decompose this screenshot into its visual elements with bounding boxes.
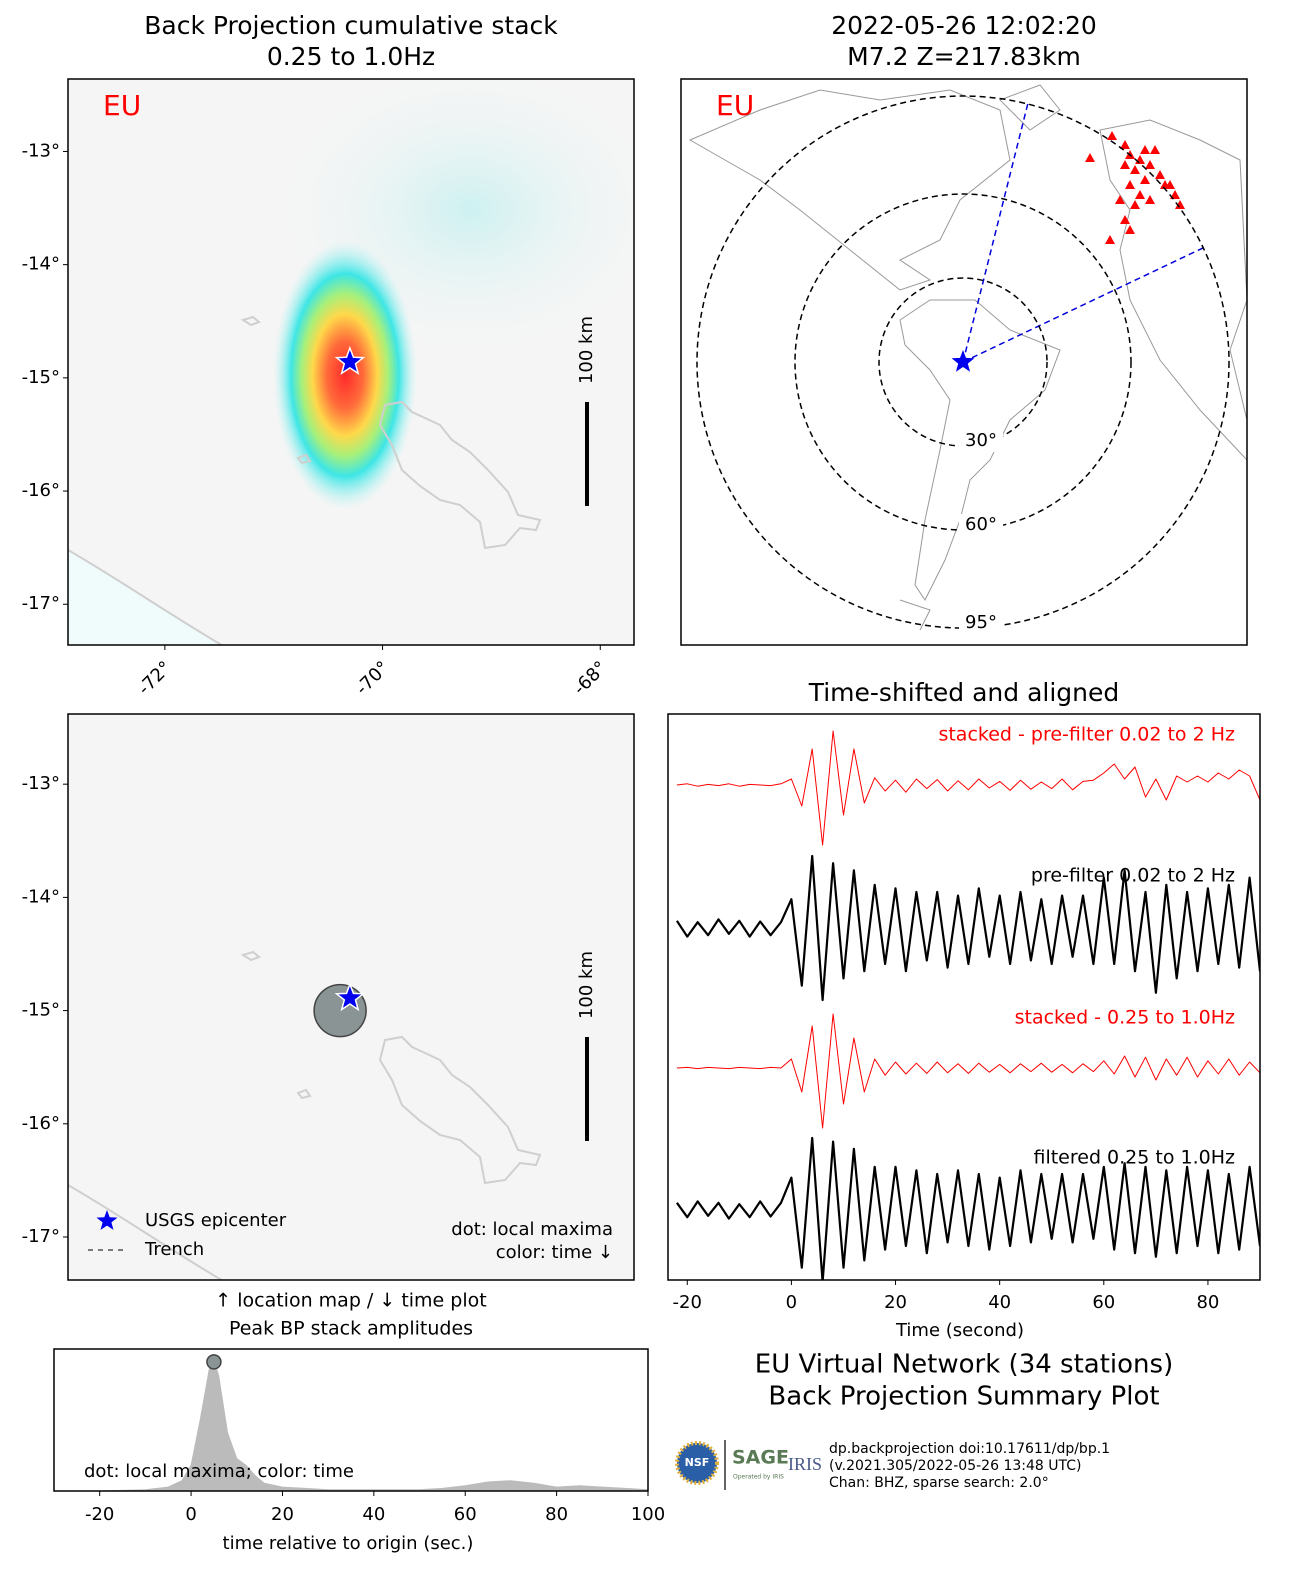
chart-title: 2022-05-26 12:02:20 [831, 11, 1097, 40]
x-tick-label: -72° [134, 657, 176, 699]
local-maximum-dot [206, 1354, 222, 1370]
x-tick-label: 60 [1092, 1292, 1115, 1313]
traces [675, 730, 1260, 1280]
y-tick-label: -14° [22, 886, 60, 907]
scale-bar-label: 100 km [576, 316, 597, 384]
network-label: EU [716, 89, 754, 122]
ring-label-bg [959, 612, 1003, 634]
trace-label: filtered 0.25 to 1.0Hz [1033, 1147, 1235, 1169]
x-axis-label: Time (second) [895, 1320, 1024, 1341]
trace [675, 854, 1260, 1002]
scale-bar-label: 100 km [576, 951, 597, 1019]
chart-title: Time-shifted and aligned [808, 678, 1120, 707]
credit-line: dp.backprojection doi:10.17611/dp/bp.1 [829, 1441, 1110, 1457]
x-tick-label: -68° [569, 657, 611, 699]
trace-label: stacked - pre-filter 0.02 to 2 Hz [938, 724, 1235, 746]
azimuth-lines [962, 102, 1206, 363]
x-tick-label: -20 [673, 1292, 702, 1313]
trace [676, 1013, 1260, 1129]
iris-text: IRIS [788, 1454, 822, 1474]
y-tick-label: -15° [22, 1000, 60, 1021]
chart-title: Back Projection cumulative stack [144, 11, 558, 40]
y-tick-label: -16° [22, 1113, 60, 1134]
nsf-text: NSF [685, 1456, 710, 1469]
trace [676, 1136, 1260, 1280]
credit-line: Chan: BHZ, sparse search: 2.0° [829, 1475, 1049, 1491]
ring-label: 95° [965, 612, 997, 633]
summary-title: Back Projection Summary Plot [768, 1382, 1159, 1412]
y-tick-label: -17° [22, 593, 60, 614]
y-tick-label: -15° [22, 367, 60, 388]
stations [1085, 131, 1185, 244]
frame [667, 713, 1261, 1281]
x-tick-label: 20 [884, 1292, 907, 1313]
distance-ring [696, 95, 1230, 629]
heat-blob [273, 240, 417, 510]
chart-title: M7.2 Z=217.83km [847, 42, 1081, 71]
sage-text: SAGE [732, 1447, 789, 1469]
nsf-logo [675, 1441, 719, 1485]
chart-title: Peak BP stack amplitudes [229, 1318, 473, 1340]
x-tick-label: 80 [545, 1504, 568, 1525]
annotation: color: time ↓ [496, 1242, 613, 1263]
x-tick-label: 40 [988, 1292, 1011, 1313]
bp-stack-map [68, 79, 634, 645]
x-tick-label: 80 [1196, 1292, 1219, 1313]
ring-label: 60° [965, 514, 997, 535]
legend-star [96, 1210, 118, 1230]
trace [676, 730, 1260, 846]
y-tick-label: -14° [22, 254, 60, 275]
annotation: dot: local maxima; color: time [84, 1461, 354, 1482]
x-axis-label: ↑ location map / ↓ time plot [215, 1290, 486, 1312]
x-tick-label: 0 [786, 1292, 797, 1313]
ring-label-bg [959, 430, 1003, 452]
network-label: EU [103, 89, 141, 122]
trace-label: pre-filter 0.02 to 2 Hz [1031, 865, 1235, 887]
annotation: dot: local maxima [451, 1219, 613, 1240]
logos: NSF SAGE Operated by IRIS IRIS [675, 1440, 822, 1490]
y-tick-label: -13° [22, 773, 60, 794]
y-tick-label: -13° [22, 140, 60, 161]
trace-label: stacked - 0.25 to 1.0Hz [1015, 1007, 1235, 1029]
frame [67, 713, 635, 1281]
trace-background [668, 714, 1260, 1280]
epicenter-star [334, 981, 366, 1012]
y-tick-label: -17° [22, 1226, 60, 1247]
legend-label: USGS epicenter [145, 1210, 287, 1231]
x-tick-label: -70° [352, 657, 394, 699]
epicenter-star [334, 345, 366, 376]
frame [680, 78, 1248, 646]
operated-text: Operated by IRIS [733, 1474, 784, 1481]
ring-label-bg [959, 514, 1003, 536]
epicenter-star [951, 350, 975, 372]
chart-title: 0.25 to 1.0Hz [267, 42, 435, 71]
frame [53, 1348, 649, 1492]
ring-label: 30° [965, 430, 997, 451]
y-tick-label: -16° [22, 480, 60, 501]
summary-title: EU Virtual Network (34 stations) [755, 1350, 1173, 1380]
x-tick-label: 100 [631, 1504, 665, 1525]
x-tick-label: 60 [454, 1504, 477, 1525]
legend-label: Trench [144, 1239, 204, 1260]
x-tick-label: 40 [362, 1504, 385, 1525]
x-axis-label: time relative to origin (sec.) [223, 1533, 474, 1554]
amplitude-area [54, 1360, 649, 1492]
x-tick-label: 20 [271, 1504, 294, 1525]
credit-line: (v.2021.305/2022-05-26 13:48 UTC) [829, 1458, 1081, 1474]
local-maximum-dot [313, 983, 367, 1038]
x-tick-label: 0 [185, 1504, 196, 1525]
frame [67, 78, 635, 646]
x-tick-label: -20 [85, 1504, 114, 1525]
